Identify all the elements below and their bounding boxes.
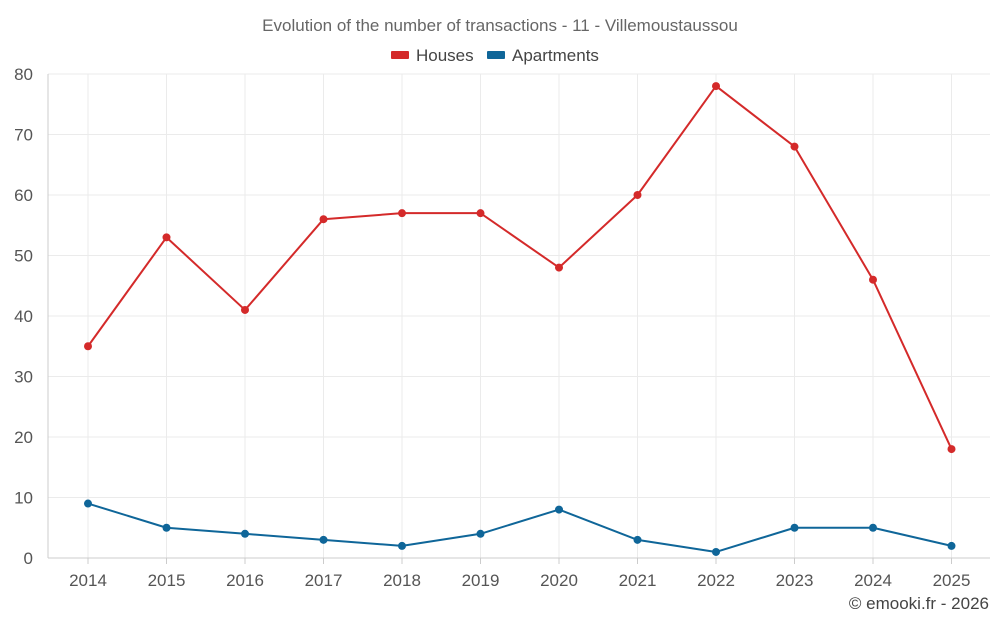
data-point-houses[interactable] (398, 209, 406, 218)
series-houses (84, 82, 956, 454)
legend-swatch-houses[interactable] (391, 51, 409, 59)
data-point-houses[interactable] (84, 342, 92, 351)
data-point-apartments[interactable] (84, 499, 92, 508)
y-tick-label: 10 (14, 489, 33, 508)
x-tick-label: 2017 (305, 571, 343, 590)
y-tick-label: 40 (14, 307, 33, 326)
x-tick-label: 2016 (226, 571, 264, 590)
data-point-apartments[interactable] (633, 535, 642, 544)
data-point-apartments[interactable] (869, 523, 877, 532)
data-point-houses[interactable] (947, 445, 956, 454)
data-point-apartments[interactable] (476, 529, 485, 538)
y-tick-label: 80 (14, 65, 33, 84)
legend: Houses Apartments (391, 46, 599, 65)
y-tick-label: 0 (24, 549, 33, 568)
data-point-houses[interactable] (319, 215, 328, 224)
data-point-apartments[interactable] (241, 529, 249, 538)
x-tick-label: 2014 (69, 571, 107, 590)
data-point-apartments[interactable] (947, 541, 956, 550)
data-point-houses[interactable] (241, 305, 249, 314)
axes: 0 10 20 30 40 50 60 70 80 2014 2015 2016 2017 2018 201… (14, 65, 990, 590)
data-point-apartments[interactable] (712, 547, 720, 556)
x-tick-label: 2015 (148, 571, 186, 590)
data-point-apartments[interactable] (319, 535, 328, 544)
y-tick-label: 50 (14, 247, 33, 266)
y-tick-label: 20 (14, 428, 33, 447)
x-tick-label: 2019 (462, 571, 500, 590)
data-point-houses[interactable] (476, 209, 485, 218)
x-tick-label: 2024 (854, 571, 892, 590)
data-point-apartments[interactable] (162, 523, 171, 532)
legend-label-apartments[interactable]: Apartments (512, 46, 599, 65)
data-point-houses[interactable] (712, 82, 720, 91)
data-point-apartments[interactable] (790, 523, 799, 532)
data-point-houses[interactable] (162, 233, 171, 242)
data-point-apartments[interactable] (398, 541, 406, 550)
data-point-houses[interactable] (555, 263, 563, 272)
series-layer (84, 82, 956, 556)
data-point-houses[interactable] (633, 191, 642, 199)
credit-text: © emooki.fr - 2026 (849, 594, 989, 613)
legend-label-houses[interactable]: Houses (416, 46, 474, 65)
x-tick-label: 2020 (540, 571, 578, 590)
y-tick-label: 60 (14, 186, 33, 205)
x-tick-label: 2021 (619, 571, 657, 590)
data-point-houses[interactable] (869, 275, 877, 284)
grid (48, 73, 990, 558)
chart-title: Evolution of the number of transactions … (262, 16, 738, 35)
data-point-houses[interactable] (790, 142, 799, 151)
x-tick-label: 2025 (933, 571, 971, 590)
series-line-apartments (87, 502, 952, 553)
x-tick-label: 2018 (383, 571, 421, 590)
series-apartments (84, 499, 956, 556)
x-tick-label: 2023 (776, 571, 814, 590)
series-line-houses (87, 85, 953, 450)
data-point-apartments[interactable] (555, 505, 563, 514)
y-tick-label: 30 (14, 368, 33, 387)
x-tick-label: 2022 (697, 571, 735, 590)
y-tick-label: 70 (14, 126, 33, 145)
legend-swatch-apartments[interactable] (487, 51, 505, 59)
